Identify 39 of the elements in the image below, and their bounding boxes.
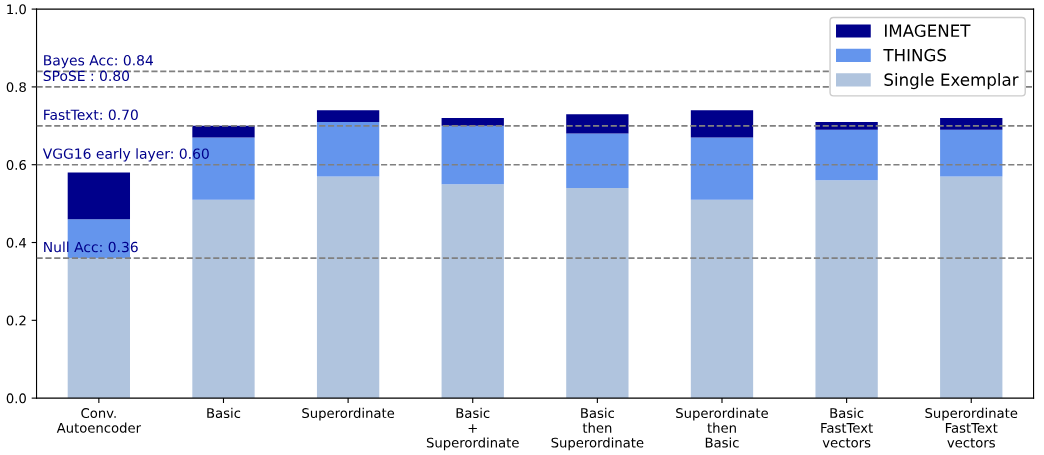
- bar: [441, 125, 504, 185]
- x-tick-label: Basic: [207, 407, 241, 419]
- legend-label: IMAGENET: [885, 24, 971, 37]
- bar: [192, 199, 255, 399]
- x-tick-label: Superordinate FastText vectors: [925, 407, 1018, 448]
- bar: [690, 110, 754, 138]
- y-tick-label: 0.2: [6, 315, 26, 326]
- ref-line-label: SPoSE : 0.80: [43, 70, 130, 82]
- bar: [566, 133, 629, 189]
- ref-line-label: Bayes Acc: 0.84: [44, 55, 153, 69]
- x-tick-label: Basic FastText vectors: [821, 407, 873, 448]
- bar: [441, 184, 504, 399]
- bar: [690, 199, 754, 399]
- bar: [566, 188, 629, 399]
- bar: [815, 180, 878, 399]
- x-tick-label: Superordinate: [302, 407, 395, 421]
- bar: [67, 258, 131, 399]
- bar: [316, 121, 380, 177]
- x-tick-label: Conv. Autoencoder: [56, 408, 142, 433]
- bar: [940, 129, 1003, 177]
- bar: [316, 176, 380, 399]
- y-tick-label: 0.8: [6, 82, 26, 93]
- legend-label: Single Exemplar: [884, 73, 1019, 90]
- bar: [815, 129, 878, 181]
- y-tick-label: 0.6: [6, 159, 26, 170]
- x-tick-label: Basic + Superordinate: [426, 407, 519, 451]
- x-tick-label: Superordinate then Basic: [676, 407, 768, 448]
- bar: [566, 114, 629, 134]
- bar: [316, 110, 380, 122]
- y-tick-label: 0.4: [6, 237, 27, 248]
- bar: [441, 118, 504, 126]
- bar: [690, 137, 754, 200]
- bar: [67, 172, 131, 220]
- y-tick-label: 0.0: [6, 393, 26, 404]
- y-tick-label: 1.0: [7, 4, 26, 15]
- legend-label: THINGS: [883, 48, 947, 62]
- bar: [940, 176, 1003, 399]
- ref-line-label: FastText: 0.70: [44, 109, 138, 120]
- x-tick-label: Basic then Superordinate: [551, 407, 644, 451]
